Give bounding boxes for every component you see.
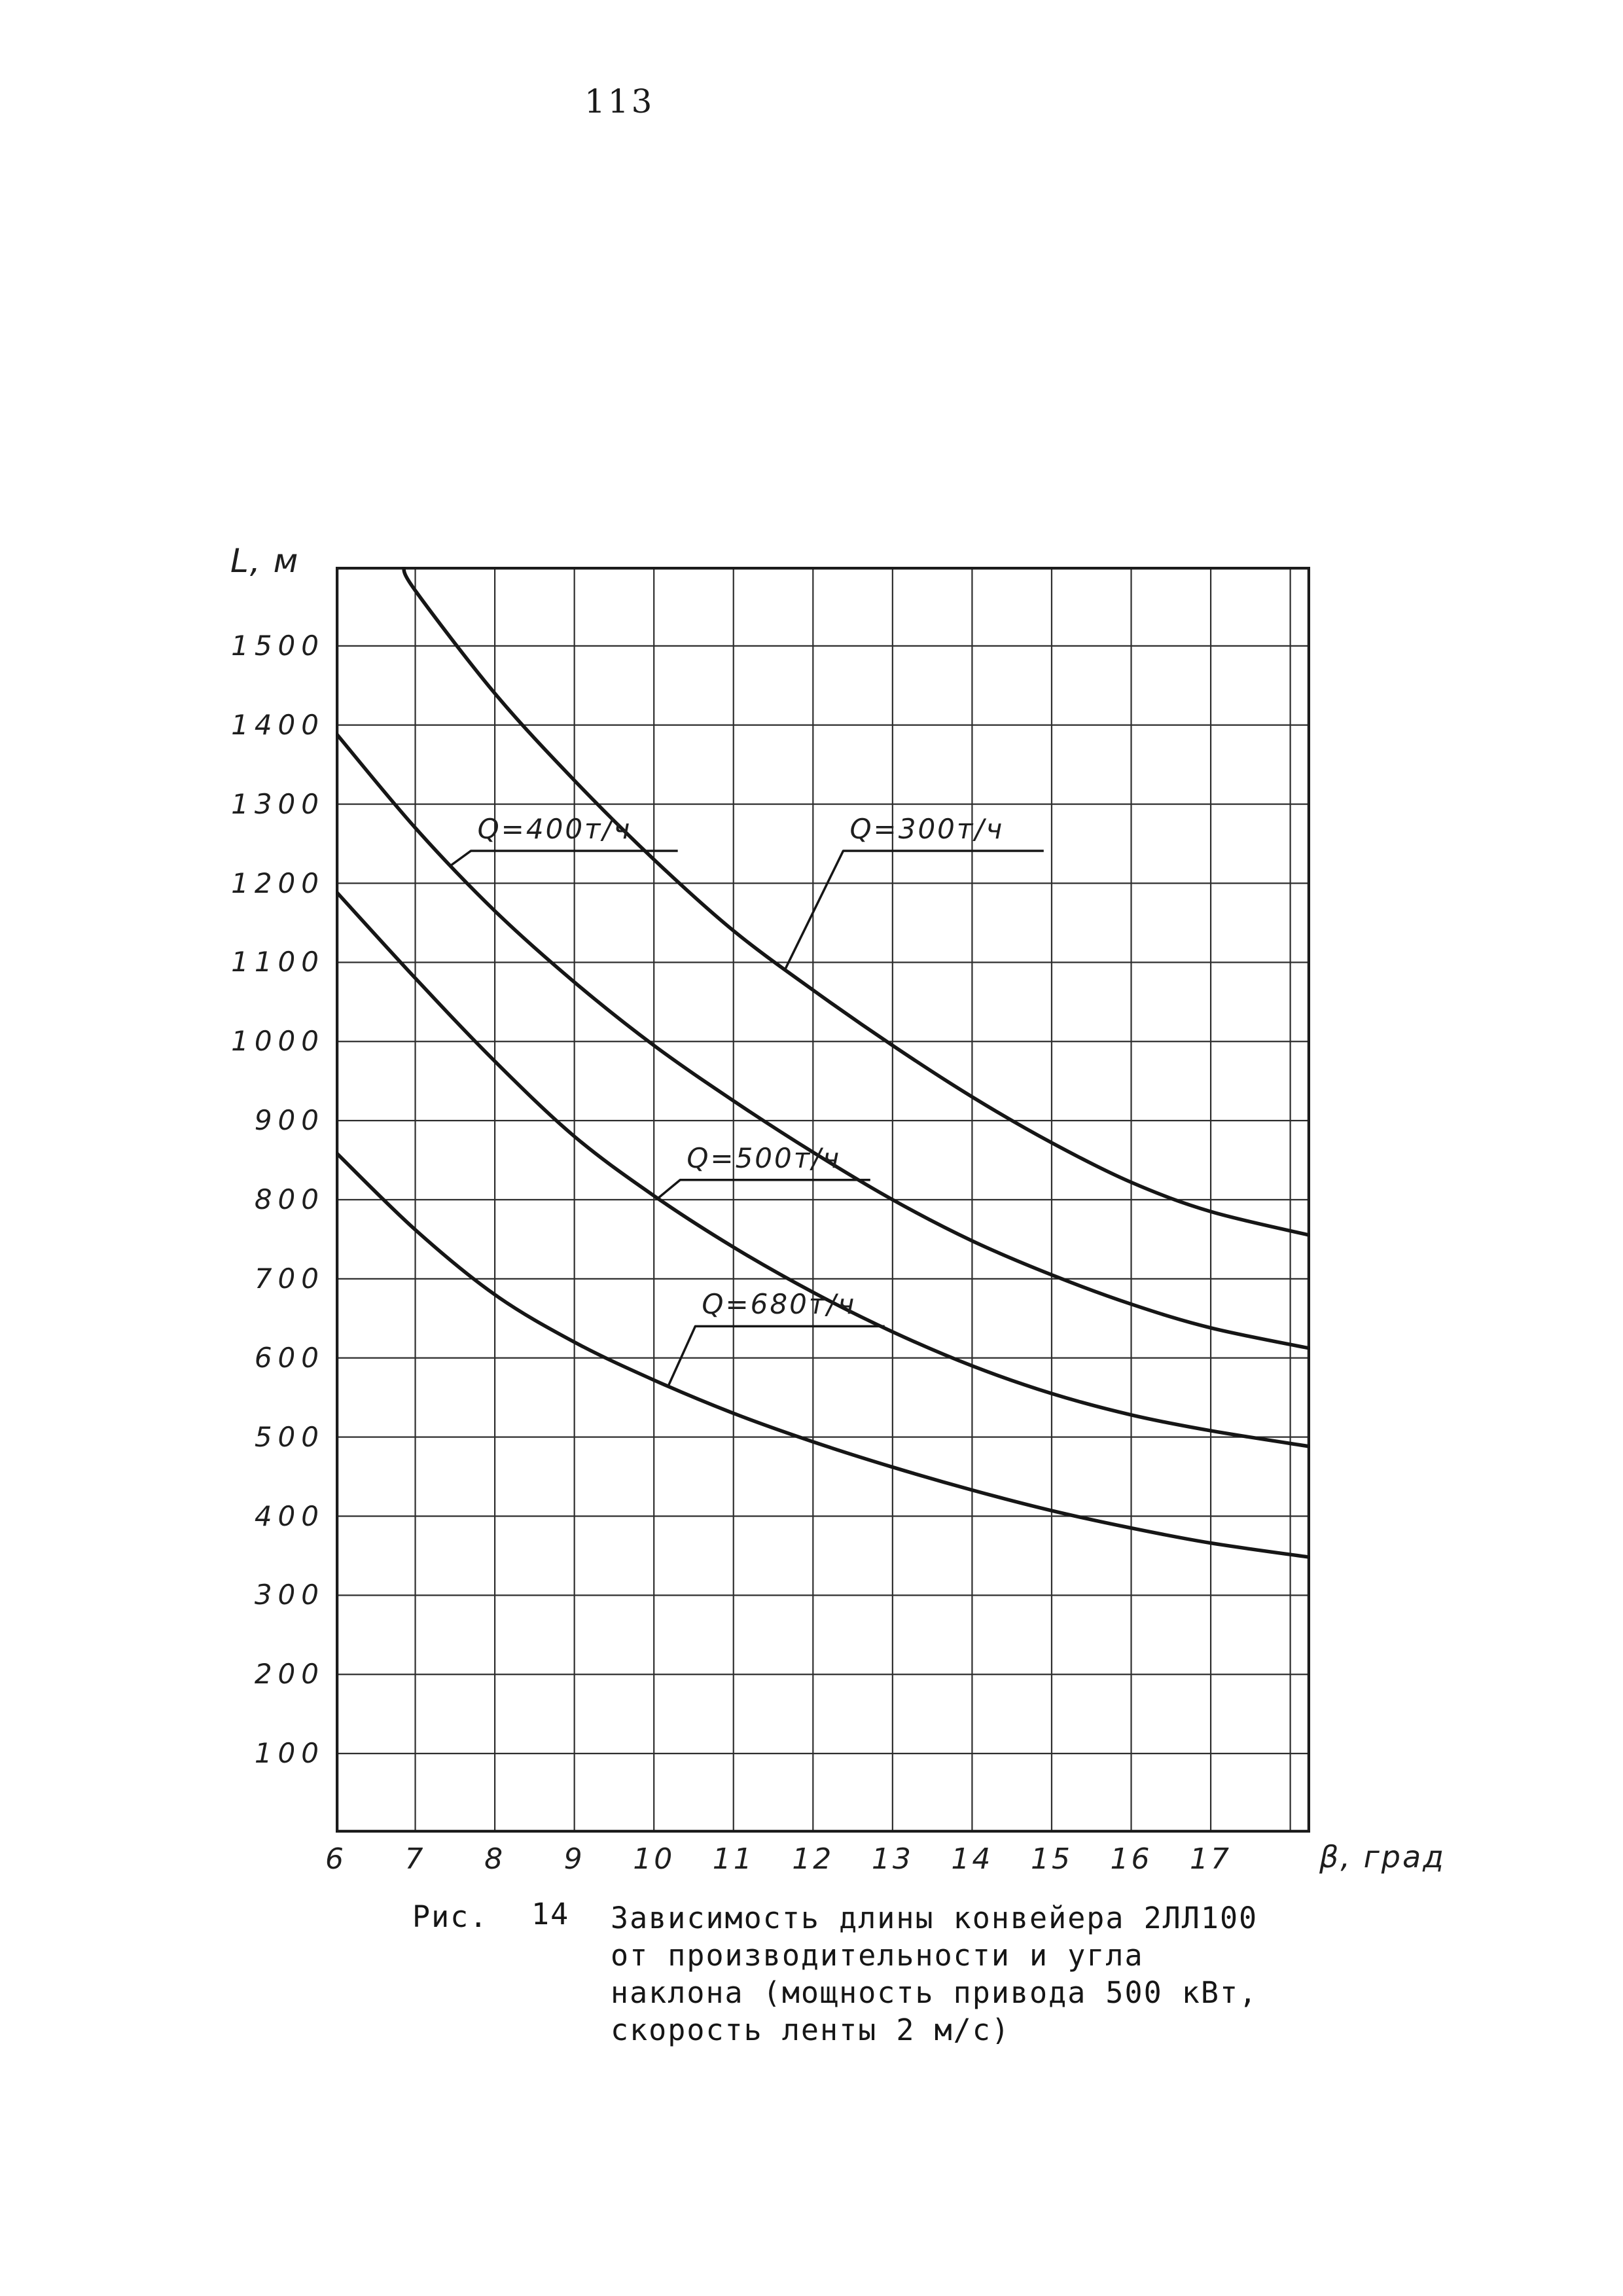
- y-tick-label: 100: [254, 1737, 325, 1770]
- y-tick-label: 1100: [231, 946, 325, 978]
- y-tick-label: 600: [254, 1341, 325, 1374]
- x-tick-label: 8: [484, 1842, 506, 1876]
- y-axis-title: L, м: [230, 542, 300, 580]
- caption-prefix: Рис.: [412, 1899, 489, 1934]
- x-tick-label: 17: [1190, 1842, 1232, 1876]
- y-tick-label: 300: [254, 1579, 325, 1611]
- y-tick-label: 1500: [231, 629, 325, 662]
- x-tick-label: 12: [792, 1842, 834, 1876]
- x-tick-label: 6: [325, 1842, 346, 1876]
- x-tick-label: 7: [404, 1842, 426, 1876]
- plot-svg: [336, 567, 1310, 1833]
- curve-1: [336, 731, 1310, 1350]
- caption-text: Зависимость длины конвейера 2ЛЛ100 от про…: [611, 1899, 1258, 2049]
- x-axis-title: β, град: [1319, 1839, 1446, 1874]
- caption-number: 14: [531, 1897, 570, 1931]
- annotation-leader-3: [667, 1325, 885, 1387]
- annotation-leader-0: [450, 850, 678, 867]
- x-tick-label: 14: [951, 1842, 993, 1876]
- curve-label-q400: Q=400т/ч: [477, 812, 632, 845]
- x-tick-label: 9: [563, 1842, 585, 1876]
- curve-0: [401, 567, 1310, 1238]
- y-tick-label: 900: [254, 1104, 325, 1137]
- y-tick-label: 500: [254, 1420, 325, 1453]
- caption-line: Зависимость длины конвейера 2ЛЛ100: [611, 1901, 1258, 1935]
- caption-line: от производительности и угла: [611, 1938, 1144, 1973]
- y-tick-label: 200: [254, 1658, 325, 1691]
- x-tick-label: 16: [1110, 1842, 1152, 1876]
- annotation-leader-2: [657, 1179, 870, 1200]
- curve-3: [336, 1150, 1310, 1560]
- curve-label-q680: Q=680т/ч: [702, 1288, 857, 1321]
- y-tick-label: 1300: [231, 787, 325, 820]
- y-tick-label: 1000: [231, 1025, 325, 1058]
- y-tick-label: 700: [254, 1262, 325, 1295]
- curve-label-q500: Q=500т/ч: [687, 1141, 842, 1174]
- annotation-leader-1: [784, 850, 1044, 970]
- plot-frame: [336, 567, 1310, 1833]
- x-tick-label: 10: [633, 1842, 675, 1876]
- curve-2: [336, 889, 1310, 1448]
- caption-line: наклона (мощность привода 500 кВт,: [611, 1975, 1258, 2010]
- caption-line: скорость ленты 2 м/с): [611, 2013, 1010, 2047]
- x-tick-label: 13: [871, 1842, 914, 1876]
- y-tick-label: 800: [254, 1183, 325, 1215]
- curve-label-q300: Q=300т/ч: [849, 812, 1005, 845]
- y-tick-label: 400: [254, 1499, 325, 1532]
- page-number: 113: [584, 82, 655, 120]
- x-tick-label: 11: [712, 1842, 755, 1876]
- y-tick-label: 1400: [231, 708, 325, 741]
- x-tick-label: 15: [1030, 1842, 1073, 1876]
- y-tick-label: 1200: [231, 867, 325, 899]
